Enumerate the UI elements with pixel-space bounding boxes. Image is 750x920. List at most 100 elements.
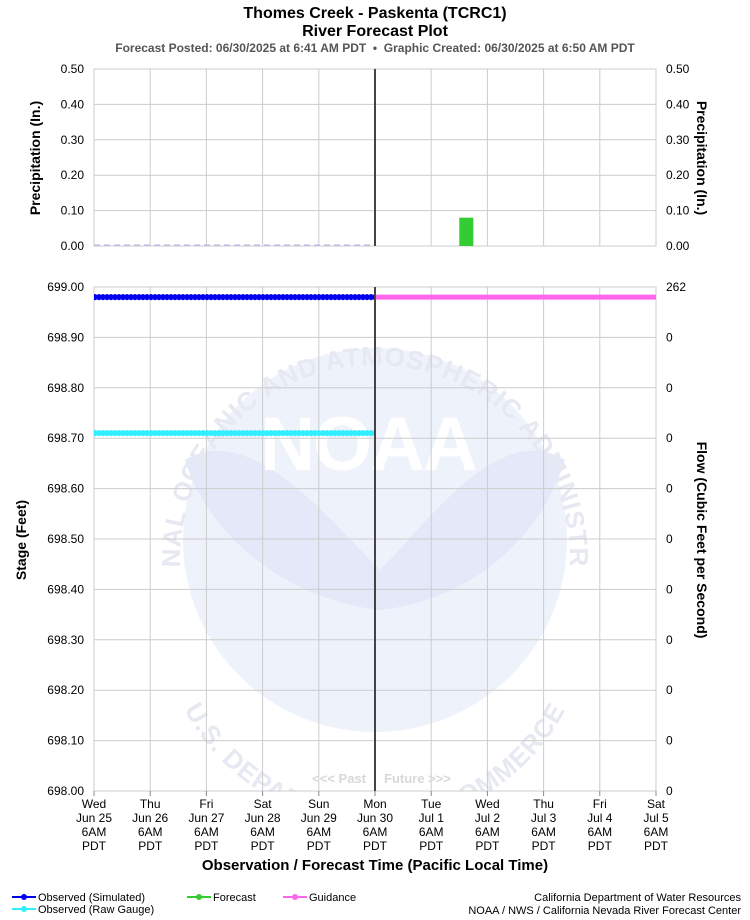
- flow-y-tick-right: 0: [666, 381, 673, 395]
- x-tick-label: Wed: [82, 797, 106, 811]
- x-tick-label: 6AM: [306, 825, 331, 839]
- precip-y-tick-right: 0.00: [666, 239, 690, 253]
- precip-y-tick-left: 0.30: [61, 133, 85, 147]
- x-tick-label: Jun 29: [301, 811, 337, 825]
- precip-y-tick-right: 0.50: [666, 62, 690, 76]
- precip-y-label-left: Precipitation (In.): [27, 101, 43, 215]
- chart-title-line1: Thomes Creek - Paskenta (TCRC1): [243, 5, 506, 22]
- x-tick-label: PDT: [307, 839, 332, 853]
- x-tick-label: Sat: [647, 797, 666, 811]
- x-tick-label: Jul 3: [531, 811, 557, 825]
- stage-y-label-left: Stage (Feet): [13, 500, 29, 580]
- credit-line-1: California Department of Water Resources: [534, 892, 741, 904]
- x-tick-label: 6AM: [363, 825, 388, 839]
- past-label: <<< Past: [312, 771, 367, 786]
- chart-subtitle: Forecast Posted: 06/30/2025 at 6:41 AM P…: [115, 41, 635, 55]
- x-tick-label: Jul 2: [475, 811, 501, 825]
- x-tick-label: Mon: [363, 797, 386, 811]
- legend-marker-observed-raw-gauge: [21, 906, 27, 912]
- x-tick-label: PDT: [363, 839, 388, 853]
- x-tick-label: PDT: [419, 839, 444, 853]
- x-tick-label: PDT: [138, 839, 163, 853]
- x-tick-label: Jun 26: [132, 811, 168, 825]
- stage-y-tick-left: 699.00: [47, 280, 84, 294]
- x-tick-label: Jun 25: [76, 811, 112, 825]
- precip-forecast-bar: [459, 217, 474, 246]
- flow-y-tick-right: 0: [666, 784, 673, 798]
- x-tick-label: Jun 27: [188, 811, 224, 825]
- x-tick-label: Tue: [421, 797, 442, 811]
- precip-bars: [94, 217, 474, 246]
- stage-y-tick-left: 698.40: [47, 582, 84, 596]
- x-tick-label: 6AM: [138, 825, 163, 839]
- precip-y-tick-right: 0.10: [666, 204, 690, 218]
- stage-y-tick-left: 698.20: [47, 683, 84, 697]
- x-tick-label: Sun: [308, 797, 329, 811]
- flow-y-label-right: Flow (Cubic Feet per Second): [694, 442, 710, 639]
- legend-item-guidance: Guidance: [283, 892, 356, 904]
- x-tick-label: 6AM: [644, 825, 669, 839]
- stage-y-tick-left: 698.50: [47, 532, 84, 546]
- flow-y-tick-right: 0: [666, 482, 673, 496]
- x-tick-label: Wed: [475, 797, 499, 811]
- flow-y-tick-right: 0: [666, 582, 673, 596]
- stage-y-tick-left: 698.90: [47, 330, 84, 344]
- x-tick-label: Thu: [140, 797, 161, 811]
- precip-y-tick-right: 0.20: [666, 168, 690, 182]
- legend-marker-guidance: [292, 894, 298, 900]
- precip-y-tick-left: 0.20: [61, 168, 85, 182]
- stage-y-tick-left: 698.80: [47, 381, 84, 395]
- x-tick-label: Jul 1: [419, 811, 445, 825]
- watermark-bird: [185, 450, 565, 610]
- stage-y-ticks: 698.00 0 698.10 0 698.20 0 698.30 0 698.40 0 698.5…: [47, 280, 686, 798]
- x-tick-label: PDT: [194, 839, 219, 853]
- precip-y-tick-left: 0.40: [61, 97, 85, 111]
- flow-y-tick-right: 262: [666, 280, 686, 294]
- legend-label-observed-raw-gauge: Observed (Raw Gauge): [38, 904, 154, 916]
- legend-label-forecast: Forecast: [213, 892, 256, 904]
- stage-series: [94, 294, 656, 437]
- legend-item-observed-raw-gauge: Observed (Raw Gauge): [12, 904, 154, 916]
- x-tick-label: PDT: [588, 839, 613, 853]
- x-tick-label: PDT: [251, 839, 276, 853]
- precip-y-tick-left: 0.00: [61, 239, 85, 253]
- precip-y-tick-left: 0.10: [61, 204, 85, 218]
- legend-marker-forecast: [196, 894, 202, 900]
- watermark-noaa-text: NOAA: [260, 402, 476, 487]
- x-tick-label: PDT: [82, 839, 107, 853]
- legend-label-observed-simulated: Observed (Simulated): [38, 892, 145, 904]
- x-tick-label: Jul 5: [643, 811, 669, 825]
- x-tick-label: Jun 28: [245, 811, 281, 825]
- legend-item-forecast: Forecast: [187, 892, 256, 904]
- x-tick-label: 6AM: [587, 825, 612, 839]
- flow-y-tick-right: 0: [666, 683, 673, 697]
- x-tick-label: 6AM: [475, 825, 500, 839]
- x-tick-label: 6AM: [250, 825, 275, 839]
- x-tick-label: PDT: [475, 839, 500, 853]
- flow-y-tick-right: 0: [666, 734, 673, 748]
- x-tick-label: Jul 4: [587, 811, 613, 825]
- precip-y-tick-right: 0.40: [666, 97, 690, 111]
- x-tick-label: 6AM: [419, 825, 444, 839]
- x-tick-label: 6AM: [194, 825, 219, 839]
- future-label: Future >>>: [384, 771, 451, 786]
- x-axis-label: Observation / Forecast Time (Pacific Loc…: [202, 857, 548, 874]
- flow-y-tick-right: 0: [666, 330, 673, 344]
- x-tick-label: Thu: [533, 797, 554, 811]
- precip-y-tick-right: 0.30: [666, 133, 690, 147]
- noaa-watermark: NOAA NATIONAL OCEANIC AND ATMOSPHERIC AD…: [94, 287, 593, 791]
- flow-y-tick-right: 0: [666, 532, 673, 546]
- stage-y-tick-left: 698.30: [47, 633, 84, 647]
- flow-y-tick-right: 0: [666, 633, 673, 647]
- stage-y-tick-left: 698.60: [47, 482, 84, 496]
- stage-y-tick-left: 698.00: [47, 784, 84, 798]
- x-tick-label: 6AM: [82, 825, 107, 839]
- legend-label-guidance: Guidance: [309, 892, 356, 904]
- chart-title-line2: River Forecast Plot: [302, 23, 449, 40]
- precip-y-label-right: Precipitation (In.): [694, 101, 710, 215]
- stage-y-tick-left: 698.10: [47, 734, 84, 748]
- x-tick-label: Jun 30: [357, 811, 393, 825]
- x-tick-label: Fri: [593, 797, 607, 811]
- x-tick-label: PDT: [532, 839, 557, 853]
